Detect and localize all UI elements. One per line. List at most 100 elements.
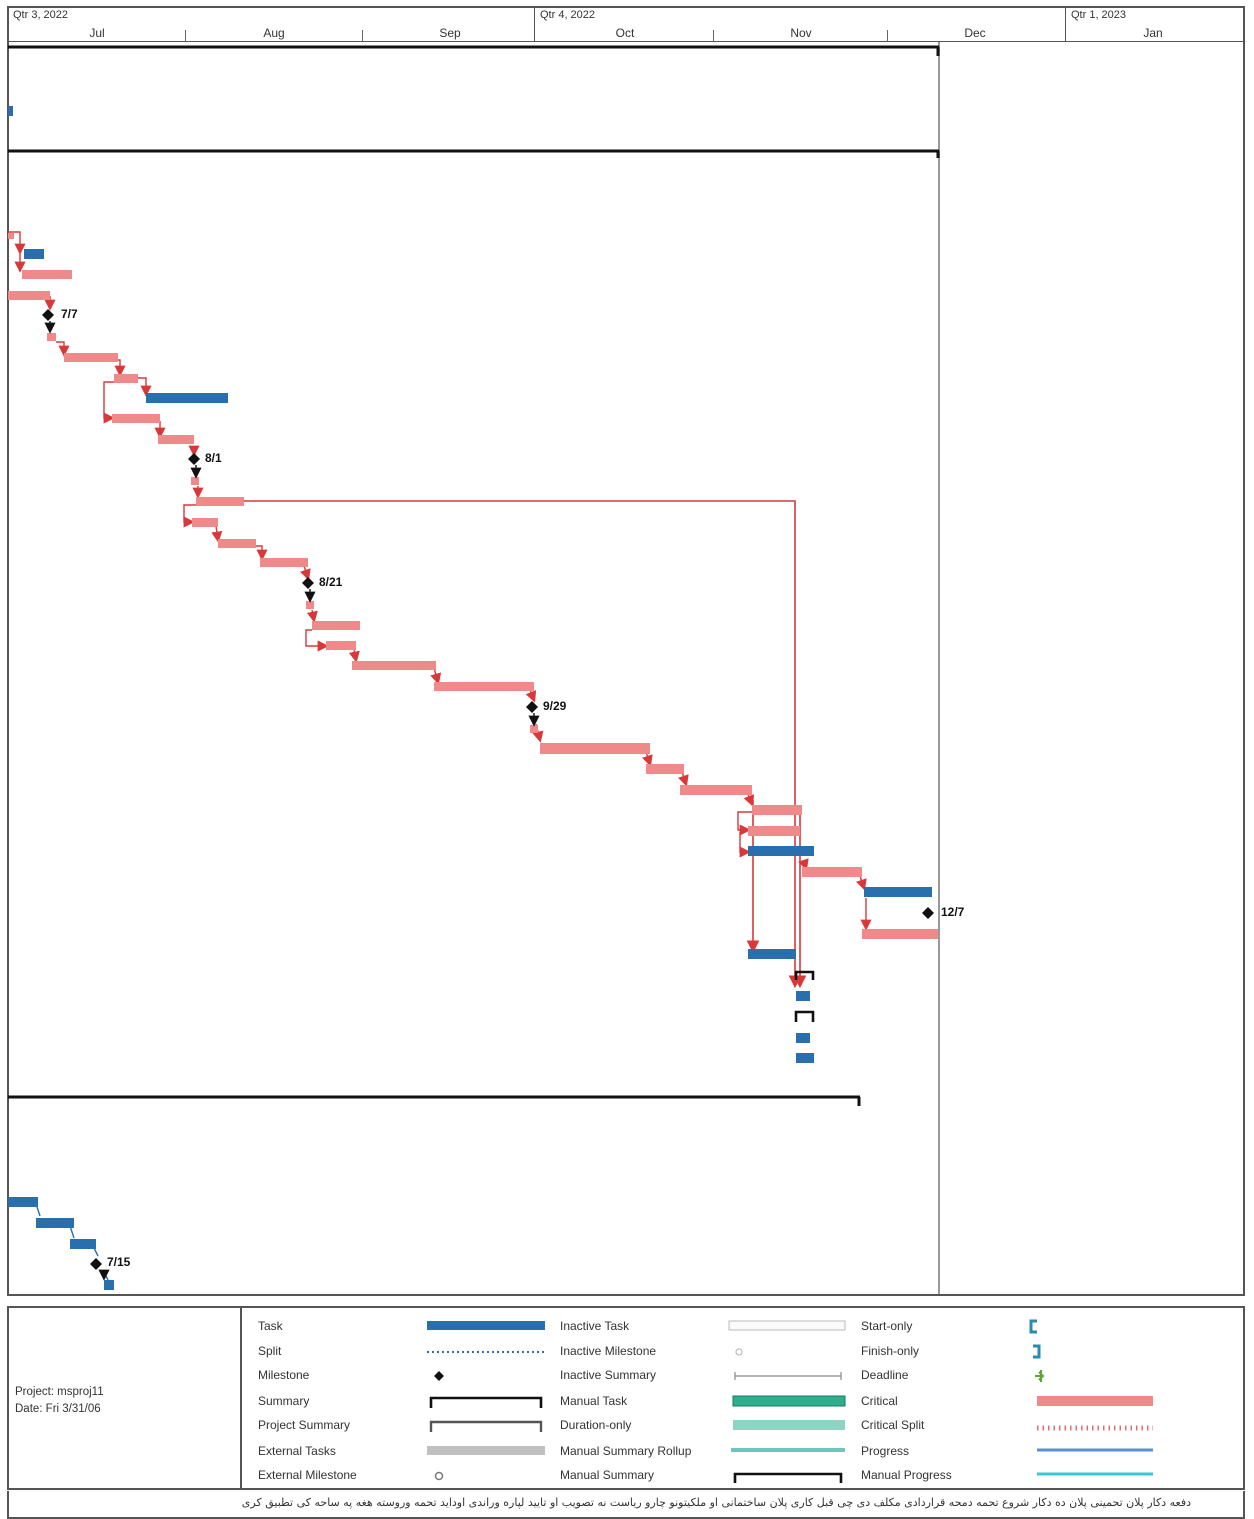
critical-task-bar[interactable] (191, 477, 199, 485)
legend-label-project-summary: Project Summary (258, 1418, 351, 1432)
critical-task-bar[interactable] (218, 539, 256, 548)
critical-task-bar[interactable] (260, 558, 308, 567)
legend-label-manual-summary: Manual Summary (560, 1468, 655, 1482)
critical-task-bar[interactable] (196, 497, 244, 506)
month-divider (185, 30, 186, 42)
month-label: Aug (263, 26, 285, 40)
critical-task-bar[interactable] (158, 435, 194, 444)
legend-label-critical: Critical (861, 1394, 898, 1408)
milestone-date-label: 7/15 (107, 1255, 131, 1269)
footer-note-box: دفعه دکار پلان تحمینی پلان ده دکار شروع … (7, 1491, 1245, 1519)
critical-task-bar[interactable] (8, 233, 14, 239)
critical-task-bar[interactable] (530, 725, 538, 733)
critical-task-bar[interactable] (8, 291, 50, 300)
month-divider (362, 30, 363, 42)
milestone-date-label: 12/7 (941, 905, 965, 919)
legend-label-manual-summary-rollup: Manual Summary Rollup (560, 1444, 692, 1458)
legend-label-deadline: Deadline (861, 1368, 909, 1382)
month-label: Nov (790, 26, 812, 40)
legend-label-inactive-milestone: Inactive Milestone (560, 1344, 657, 1358)
task-bar[interactable] (796, 1033, 810, 1043)
legend-label-manual-progress: Manual Progress (861, 1468, 952, 1482)
critical-task-bar[interactable] (748, 826, 800, 836)
task-bars (24, 249, 932, 1063)
critical-task-bar[interactable] (306, 601, 314, 609)
critical-task-bar[interactable] (64, 353, 118, 362)
summary-bar (8, 149, 940, 158)
summary-bar (794, 970, 815, 1022)
task-bar[interactable] (8, 1197, 38, 1207)
critical-task-bar[interactable] (352, 661, 436, 670)
task-bar[interactable] (864, 887, 932, 897)
milestone[interactable]: 9/29 (526, 699, 567, 727)
critical-task-bar[interactable] (326, 641, 356, 650)
legend-samples-col1 (427, 1321, 545, 1481)
legend: Project: msproj11 Date: Fri 3/31/06 Task… (7, 1306, 1245, 1490)
manual-task-swatch (732, 1395, 846, 1407)
critical-task-bar[interactable] (192, 518, 218, 527)
milestone[interactable]: 12/7 (922, 905, 965, 919)
legend-label-split: Split (258, 1344, 282, 1358)
legend-label-task: Task (258, 1319, 283, 1333)
task-bars (8, 1197, 114, 1290)
milestone-swatch (434, 1371, 444, 1381)
task-bar[interactable] (24, 249, 44, 259)
external-milestone-swatch (434, 1471, 444, 1481)
inactive-milestone-swatch (735, 1348, 743, 1356)
critical-task-bar[interactable] (646, 764, 684, 774)
critical-task-bar[interactable] (540, 743, 650, 754)
project-date: Date: Fri 3/31/06 (15, 1403, 101, 1415)
legend-samples-col3 (1029, 1319, 1153, 1476)
dependency-link (244, 500, 807, 989)
task-bar[interactable] (748, 949, 796, 959)
quarter-label: Qtr 3, 2022 (13, 9, 69, 21)
summary-bar (8, 1095, 861, 1106)
finish-only-swatch (1033, 1344, 1041, 1359)
critical-task-bar[interactable] (680, 785, 752, 795)
task-bar[interactable] (796, 1053, 814, 1063)
month-divider (887, 30, 888, 42)
critical-task-bar[interactable] (312, 621, 360, 630)
critical-task-bar[interactable] (434, 682, 534, 691)
critical-task-bar[interactable] (862, 929, 938, 939)
legend-label-start-only: Start-only (861, 1319, 913, 1333)
project-name: Project: msproj11 (15, 1386, 104, 1398)
duration-only-swatch (733, 1420, 845, 1430)
legend-label-progress: Progress (861, 1444, 910, 1458)
task-bar[interactable] (36, 1218, 74, 1228)
critical-task-bar[interactable] (752, 805, 802, 815)
milestone[interactable]: 7/15 (90, 1255, 131, 1281)
critical-task-bar[interactable] (802, 867, 862, 877)
legend-label-external-milestone: External Milestone (258, 1468, 357, 1482)
month-label: Dec (964, 26, 986, 40)
legend-label-duration-only: Duration-only (560, 1418, 632, 1432)
inactive-task-swatch (728, 1320, 846, 1331)
critical-task-bar[interactable] (47, 333, 56, 341)
legend-label-critical-split: Critical Split (861, 1418, 925, 1432)
task-bar[interactable] (748, 846, 814, 856)
critical-task-bar[interactable] (112, 414, 160, 423)
task-bar[interactable] (8, 106, 13, 116)
manual-summary-swatch (733, 1472, 843, 1483)
critical-task-bar[interactable] (114, 374, 138, 383)
gantt-frame (7, 6, 1245, 1296)
task-bar[interactable] (796, 991, 810, 1001)
legend-samples-col2 (728, 1320, 846, 1483)
task-bar[interactable] (70, 1239, 96, 1249)
quarter-divider (1065, 6, 1066, 42)
month-label: Sep (439, 26, 461, 40)
task-bar[interactable] (104, 1280, 114, 1290)
external-tasks-swatch (427, 1446, 545, 1455)
dependency-link (8, 231, 872, 931)
critical-bars (8, 233, 938, 939)
footer-note: دفعه دکار پلان تحمینی پلان ده دکار شروع … (241, 1496, 1191, 1509)
summary-swatch (429, 1396, 543, 1408)
milestone-date-label: 9/29 (543, 699, 567, 713)
critical-task-bar[interactable] (22, 270, 72, 279)
milestone[interactable]: 8/1 (188, 451, 222, 479)
milestone[interactable]: 7/7 (42, 307, 78, 334)
task-bar[interactable] (146, 393, 228, 403)
milestone[interactable]: 8/21 (302, 575, 343, 603)
month-label: Jul (89, 26, 105, 40)
task-swatch (427, 1321, 545, 1330)
